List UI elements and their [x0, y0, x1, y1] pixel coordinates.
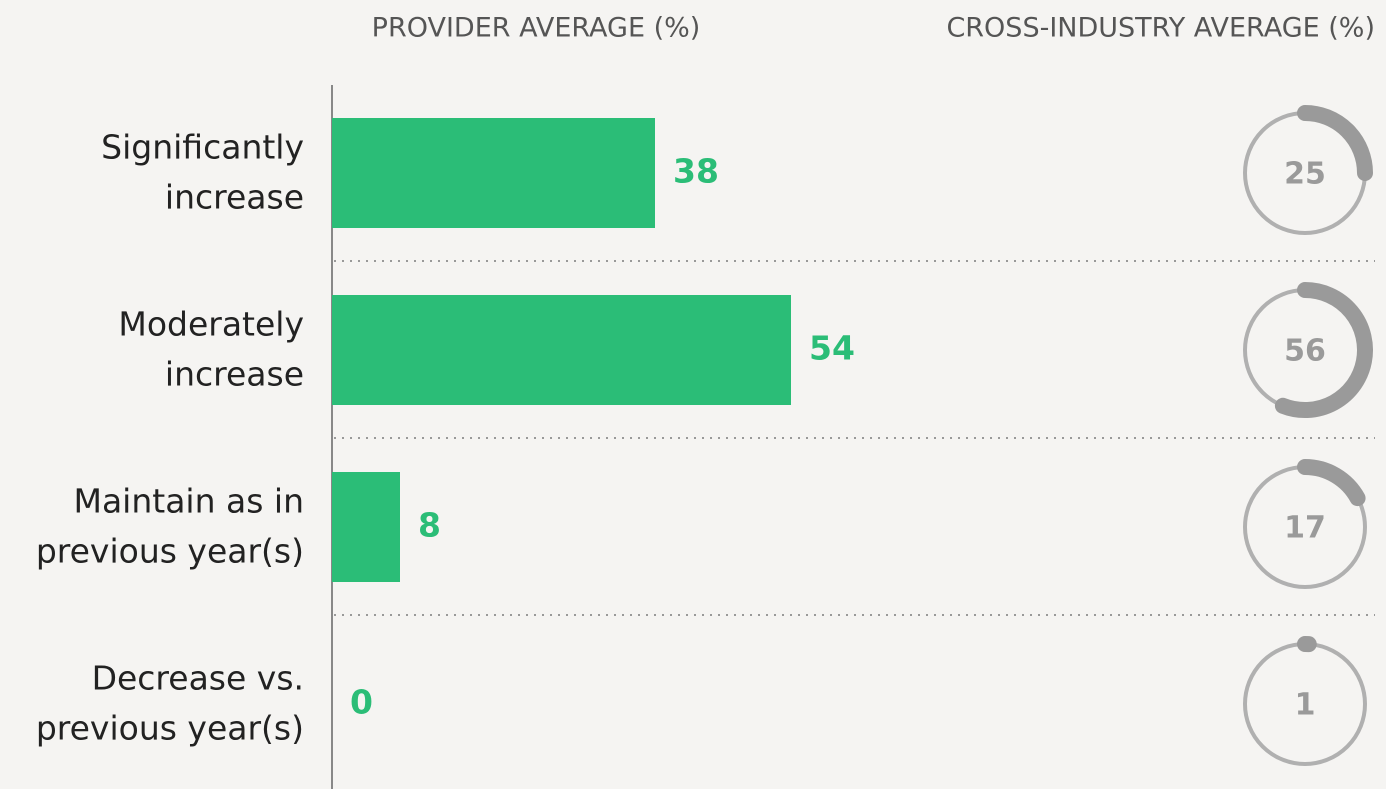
category-label: increase	[165, 355, 304, 394]
bar	[332, 118, 655, 228]
value-label: 0	[350, 683, 373, 722]
category-label: Decrease vs.	[92, 659, 304, 698]
category-label: previous year(s)	[36, 532, 304, 571]
category-label: increase	[165, 178, 304, 217]
category-label: Moderately	[118, 305, 304, 344]
value-label: 8	[418, 506, 441, 545]
column-title: CROSS-INDUSTRY AVERAGE (%)	[946, 13, 1375, 44]
category-label: Significantly	[101, 128, 304, 167]
ring-value: 1	[1295, 688, 1316, 723]
value-label: 38	[673, 152, 719, 191]
ring-value: 17	[1284, 511, 1326, 546]
ring-arc	[1274, 282, 1373, 418]
bar	[332, 295, 791, 405]
value-label: 54	[809, 329, 855, 368]
ring-arc	[1297, 459, 1366, 507]
column-title: PROVIDER AVERAGE (%)	[372, 13, 701, 44]
ring-value: 56	[1284, 334, 1326, 369]
ring-arc	[1297, 105, 1373, 181]
category-label: previous year(s)	[36, 709, 304, 748]
category-label: Maintain as in	[73, 482, 304, 521]
bar	[332, 472, 400, 582]
ring-value: 25	[1284, 157, 1326, 192]
